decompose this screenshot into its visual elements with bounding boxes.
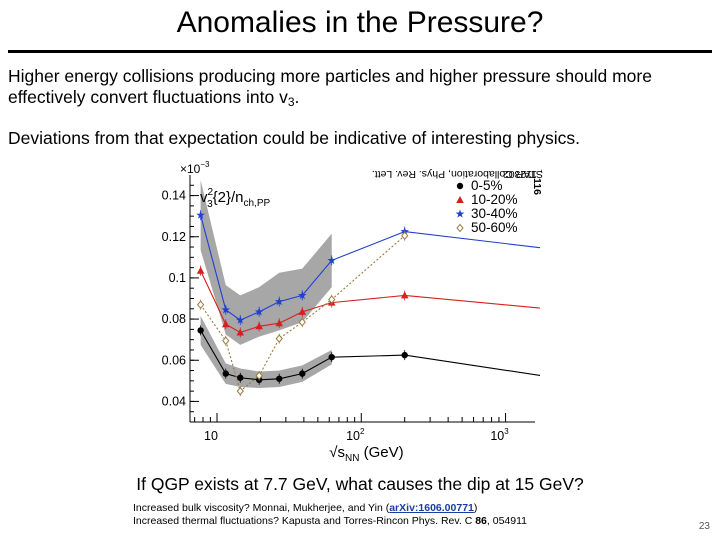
y-title-rest: {2}/n	[213, 189, 244, 206]
citation-vertical: STAR Collaboration, Phys. Rev. Lett. 116…	[372, 168, 559, 418]
data-point-2	[274, 297, 284, 306]
y-axis-title: v2 3{2}/nch,PP	[200, 187, 271, 210]
ref2-pages: , 054911	[486, 515, 527, 527]
x-tick-exp: 3	[504, 427, 509, 436]
x-title-root: √	[329, 444, 338, 461]
y-title-sub: 3	[207, 199, 213, 210]
y-scale-label: ×10−3	[180, 160, 210, 176]
y-tick-label: 0.14	[162, 189, 186, 203]
y-title-sup: 2	[208, 187, 214, 198]
y-title-rest-sub: ch,PP	[244, 198, 271, 209]
ref1-close: )	[473, 502, 478, 514]
deviation-paragraph: Deviations from that expectation could b…	[8, 128, 580, 148]
intro-end: .	[294, 87, 300, 107]
legend-marker	[456, 196, 464, 203]
legend-marker	[456, 182, 464, 190]
series-line-3	[200, 235, 406, 393]
data-point-1	[236, 328, 245, 336]
legend-label: 10-20%	[471, 192, 518, 207]
x-tick-label: 102	[346, 427, 365, 443]
data-point-1	[400, 291, 409, 299]
data-point-3	[255, 371, 263, 380]
x-tick-label: 103	[490, 427, 509, 443]
data-point-1	[255, 322, 263, 330]
reference-bulk-viscosity: Increased bulk viscosity? Monnai, Mukher…	[133, 502, 527, 515]
data-point-0	[328, 353, 335, 361]
y-tick-label: 0.08	[162, 312, 186, 326]
x-tick-base: 10	[204, 429, 218, 443]
data-point-2	[221, 305, 230, 314]
data-point-3	[236, 386, 244, 396]
intro-paragraph: Higher energy collisions producing more …	[8, 66, 712, 113]
y-tick-label: 0.04	[162, 394, 186, 408]
legend-marker	[455, 209, 465, 218]
citation-text: STAR Collaboration, Phys. Rev. Lett. 116…	[372, 168, 543, 195]
band-2	[200, 180, 332, 345]
x-axis-title: √sNN (GeV)	[329, 444, 403, 464]
x-title-var: s	[337, 444, 345, 461]
data-point-1	[221, 320, 230, 328]
page-number: 23	[698, 521, 710, 532]
data-point-1	[298, 307, 307, 315]
y-tick-label: 0.1	[169, 271, 186, 285]
data-point-3	[401, 231, 409, 240]
reference-thermal-fluctuations: Increased thermal fluctuations? Kapusta …	[133, 515, 527, 528]
data-point-3	[298, 317, 306, 327]
data-point-0	[299, 370, 306, 377]
band-0	[200, 315, 332, 389]
intro-text: Higher energy collisions producing more …	[8, 66, 652, 107]
y-title-v: v	[200, 189, 208, 206]
intro-subscript: 3	[287, 95, 295, 109]
data-point-3	[196, 300, 205, 309]
data-point-2	[236, 315, 245, 324]
x-title-sub: NN	[345, 453, 359, 464]
citation-volume: 116	[531, 178, 543, 195]
y-scale-exp: −3	[200, 160, 210, 169]
data-point-2	[254, 307, 264, 316]
arxiv-link[interactable]: arXiv:1606.00771	[389, 502, 474, 514]
data-point-2	[298, 290, 307, 300]
y-tick-label: 0.06	[162, 353, 186, 367]
x-title-unit: (GeV)	[359, 444, 403, 461]
data-point-3	[275, 334, 283, 343]
data-point-0	[222, 370, 229, 377]
ref2-volume: 86	[475, 515, 487, 527]
title-underline	[8, 50, 712, 53]
legend-label: 30-40%	[471, 206, 518, 221]
data-point-2	[327, 255, 336, 265]
data-point-0	[197, 327, 204, 334]
ref1-text: Increased bulk viscosity? Monnai, Mukher…	[133, 502, 390, 514]
citation-post: , 112302	[502, 168, 543, 180]
data-point-0	[401, 351, 408, 359]
dip-question: If QGP exists at 7.7 GeV, what causes th…	[136, 474, 584, 494]
y-scale-base: ×10	[180, 162, 201, 176]
data-point-1	[196, 266, 205, 274]
references: Increased bulk viscosity? Monnai, Mukher…	[133, 502, 527, 528]
data-point-0	[237, 374, 244, 381]
x-tick-exp: 2	[360, 427, 365, 436]
data-point-3	[222, 336, 230, 345]
legend-label: 50-60%	[471, 220, 518, 235]
x-tick-label: 10	[204, 429, 218, 443]
ref2-text: Increased thermal fluctuations? Kapusta …	[133, 515, 476, 527]
data-point-2	[196, 210, 205, 219]
x-tick-base: 10	[346, 429, 360, 443]
data-point-1	[275, 319, 284, 327]
data-point-3	[328, 295, 336, 304]
y-tick-label: 0.12	[162, 230, 186, 244]
x-tick-base: 10	[490, 429, 504, 443]
legend-label: 0-5%	[471, 178, 503, 193]
legend-marker	[456, 223, 464, 233]
slide-title: Anomalies in the Pressure?	[176, 6, 544, 39]
data-point-0	[276, 375, 283, 382]
